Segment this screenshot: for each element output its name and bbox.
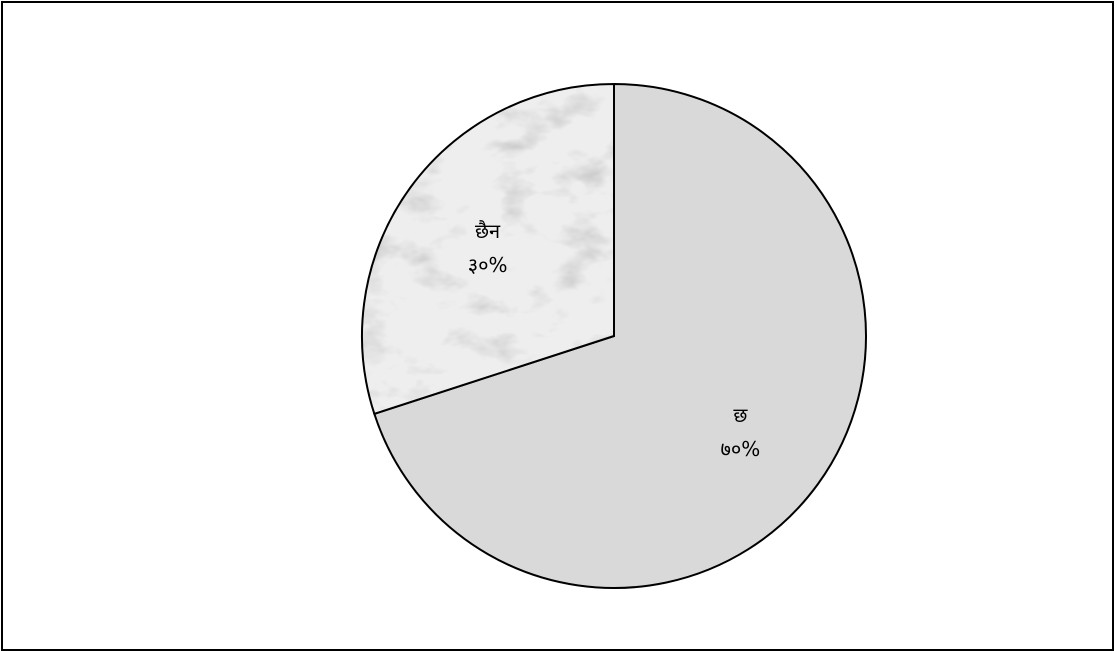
slice-value-label: ३०% — [468, 253, 508, 277]
pie-slice-1 — [373, 82, 867, 589]
pie-slices — [360, 82, 867, 589]
slice-category-label: छैन — [475, 219, 501, 243]
slice-value-label: ७०% — [720, 437, 760, 461]
pie-slice-2 — [360, 82, 615, 416]
pie-labels: छ ७०% छैन ३०% — [468, 219, 761, 461]
slice-category-label: छ — [733, 403, 748, 427]
